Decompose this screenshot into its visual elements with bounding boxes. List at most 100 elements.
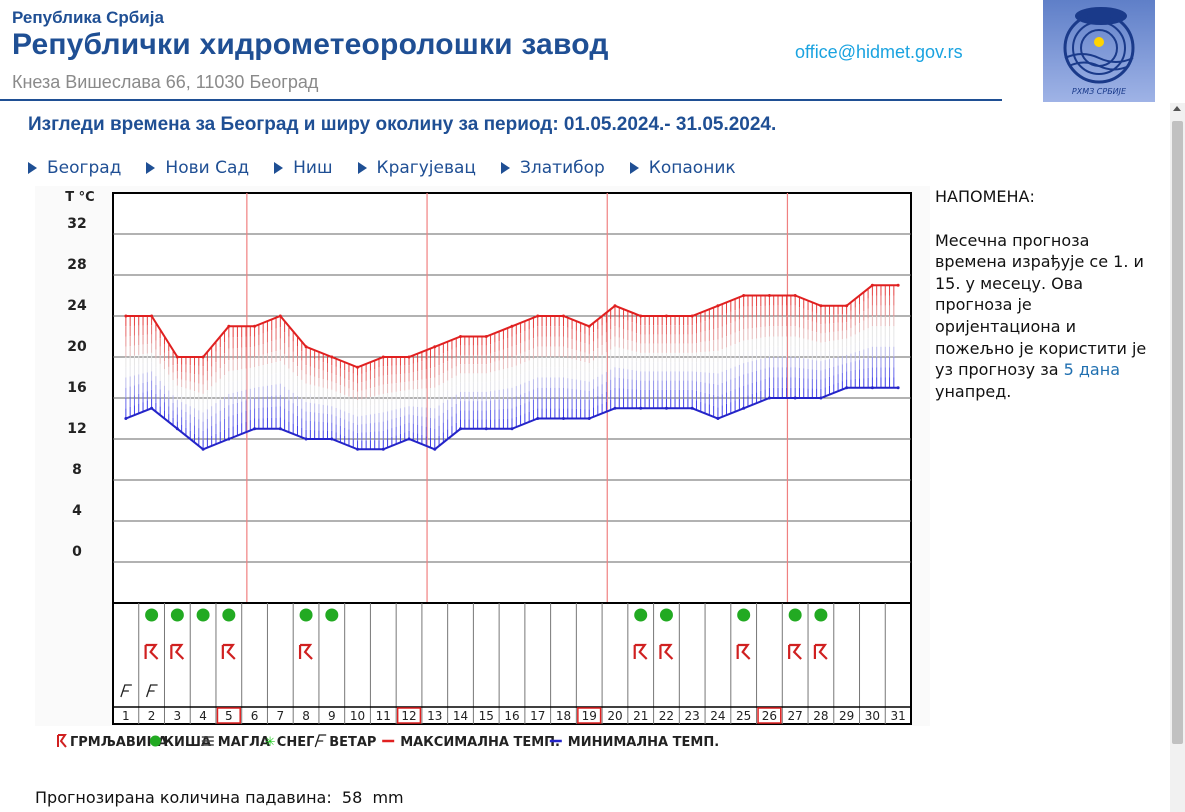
max-temp-point (639, 314, 643, 318)
y-tick-label: 20 (67, 339, 87, 355)
city-link-nis[interactable]: Ниш (274, 156, 333, 180)
note-title: НАПОМЕНА: (935, 187, 1035, 206)
max-temp-point (459, 335, 463, 338)
min-temp-point (767, 396, 771, 400)
max-temp-point (201, 355, 205, 359)
legend-snow-icon: ✳ (265, 735, 276, 750)
arrow-right-icon (28, 162, 37, 174)
day-label: 9 (328, 709, 336, 723)
storm-icon (298, 643, 313, 660)
y-tick-label: 8 (72, 462, 82, 478)
min-temp-point (381, 447, 385, 451)
scroll-up-icon[interactable] (1173, 106, 1181, 111)
arrow-right-icon (500, 162, 510, 174)
email-link[interactable]: office@hidmet.gov.rs (795, 42, 963, 62)
storm-icon (170, 643, 185, 660)
storm-icon (736, 643, 751, 660)
day-label: 3 (174, 709, 182, 723)
legend-rain-icon (149, 735, 161, 747)
y-axis-label: T °C (65, 190, 94, 205)
legend-storm-icon (57, 734, 67, 748)
highlighted-day (396, 707, 422, 724)
scroll-thumb[interactable] (1172, 121, 1183, 744)
city-link-kopaonik[interactable]: Копаоник (629, 156, 736, 180)
wind-icon (120, 684, 132, 698)
max-temp-point (742, 294, 746, 297)
storm-icon (633, 643, 648, 660)
day-label: 1 (122, 709, 130, 723)
max-temp-point (510, 324, 514, 328)
five-day-forecast-link[interactable]: 5 дана (1063, 360, 1120, 380)
min-temp-point (201, 447, 205, 451)
min-temp-point (742, 406, 746, 410)
wind-icon (145, 684, 158, 698)
min-temp-point (793, 396, 797, 400)
city-link-beograd[interactable]: Београд (28, 156, 121, 180)
max-temp-point (407, 355, 411, 359)
legend-wind-label: ВЕТАР (329, 735, 376, 750)
storm-icon (144, 643, 159, 660)
site-header: Република Србија Републички хидрометеоро… (0, 0, 1185, 105)
day-label: 13 (427, 709, 442, 723)
city-link-kragujevac[interactable]: Крагујевац (357, 156, 476, 180)
day-label: 24 (710, 709, 725, 723)
max-temp-point (330, 355, 334, 359)
rain-icon (659, 608, 673, 622)
day-label: 23 (685, 709, 700, 723)
symbol-grid (112, 602, 912, 725)
max-temp-point (433, 345, 437, 349)
min-temp-point (819, 396, 823, 400)
note-body: Месечна прогноза времена израђује се 1. … (935, 230, 1150, 403)
min-temp-point (227, 437, 231, 441)
rain-icon (222, 608, 236, 622)
header-divider (0, 99, 1002, 101)
precip-label: Прогнозирана количина падавина: (35, 788, 332, 807)
max-temp-point (536, 314, 540, 318)
arrow-right-icon (274, 162, 284, 174)
day-label: 27 (788, 709, 803, 723)
temperature-band (125, 285, 895, 450)
max-temp-point (845, 304, 849, 308)
legend-max-label: МАКСИМАЛНА ТЕМП. (400, 735, 560, 750)
max-temp-point (227, 324, 231, 328)
rain-icon (737, 608, 751, 622)
y-tick-label: 12 (67, 421, 86, 437)
city-link-novi-sad[interactable]: Нови Сад (146, 156, 249, 180)
y-tick-label: 32 (67, 216, 86, 232)
min-temp-point (613, 406, 617, 410)
day-label: 2 (148, 709, 156, 723)
day-label: 28 (813, 709, 828, 723)
max-temp-point (767, 294, 771, 297)
max-temp-point (716, 304, 720, 308)
rain-icon (788, 608, 802, 622)
y-tick-label: 24 (67, 298, 87, 314)
day-label: 6 (251, 709, 259, 723)
min-temp-point (304, 437, 308, 441)
city-link-zlatibor[interactable]: Златибор (500, 156, 605, 180)
y-tick-label: 0 (72, 544, 82, 560)
rain-icon (634, 608, 648, 622)
day-label: 29 (839, 709, 854, 723)
day-label: 25 (736, 709, 751, 723)
institute-title[interactable]: Републички хидрометеоролошки завод (12, 28, 609, 61)
y-tick-label: 28 (67, 257, 86, 273)
day-label: 15 (479, 709, 494, 723)
day-label: 8 (302, 709, 310, 723)
storm-icon (788, 643, 802, 660)
page-scrollbar[interactable] (1170, 103, 1185, 812)
legend-fog-label: МАГЛА (218, 735, 270, 750)
storm-icon (659, 643, 674, 660)
day-label: 7 (277, 709, 285, 723)
max-temp-point (561, 314, 565, 318)
min-temp-point (330, 437, 334, 441)
legend-snow-label: СНЕГ (277, 735, 315, 750)
min-temp-point (845, 386, 849, 390)
max-temp-point (253, 324, 257, 328)
note-text-end: унапред. (935, 381, 1012, 401)
precip-value: 58 (341, 788, 363, 807)
rhmz-logo-icon[interactable]: РХМЗ СРБИЈЕ (1043, 0, 1155, 102)
day-label: 19 (582, 709, 597, 723)
max-temp-point (150, 314, 154, 318)
day-label: 11 (376, 709, 391, 723)
